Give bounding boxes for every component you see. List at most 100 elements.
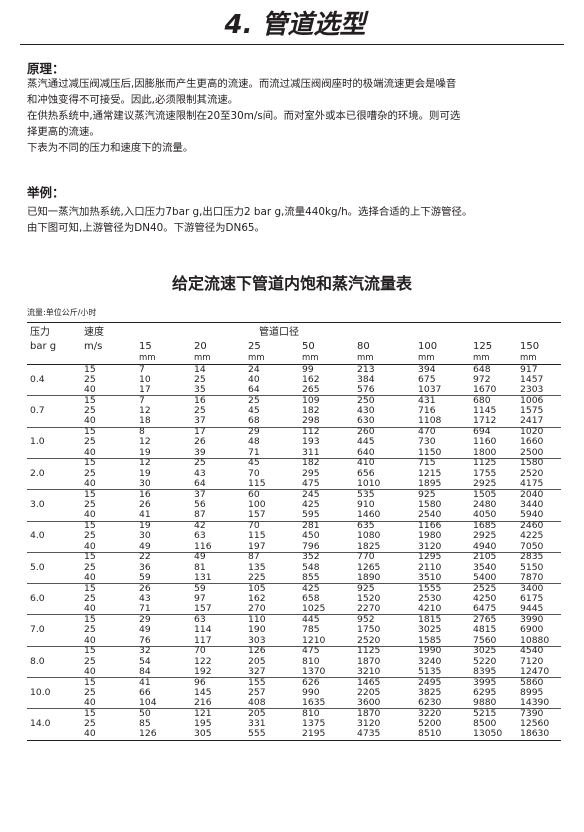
flow-value: 1555 (418, 582, 442, 594)
flow-value: 3120 (418, 540, 442, 552)
velocity-value: 40 (84, 571, 96, 583)
flow-value: 25 (194, 457, 206, 469)
flow-value: 3025 (418, 624, 442, 636)
example-line: 已知一蒸汽加热系统,入口压力7bar g,出口压力2 bar g,流量440kg… (27, 206, 473, 218)
flow-value: 1125 (357, 645, 381, 657)
pipe-size-125: 125 (473, 341, 493, 352)
flow-value: 25 (194, 405, 206, 417)
flow-value: 12470 (520, 665, 550, 677)
flow-value: 145 (194, 686, 212, 698)
pressure-value: 6.0 (30, 592, 45, 604)
flow-value: 26 (194, 436, 206, 448)
flow-value: 37 (194, 488, 206, 500)
pressure-value: 0.4 (30, 373, 45, 385)
flow-value: 43 (194, 467, 206, 479)
flow-value: 2105 (473, 551, 497, 563)
flow-value: 8500 (473, 718, 497, 730)
table-rule (27, 677, 561, 678)
principle-heading: 原理： (27, 61, 65, 76)
flow-value: 37 (194, 415, 206, 427)
flow-value: 63 (194, 530, 206, 542)
flow-value: 680 (473, 394, 491, 406)
table-rule (27, 583, 561, 584)
flow-value: 68 (248, 415, 260, 427)
flow-value: 126 (139, 728, 157, 740)
flow-value: 70 (248, 520, 260, 531)
flow-value: 917 (520, 363, 538, 375)
flow-value: 431 (418, 394, 436, 406)
flow-value: 1265 (357, 561, 381, 573)
velocity-value: 25 (84, 561, 96, 573)
flow-value: 2925 (473, 478, 497, 489)
flow-value: 730 (418, 436, 436, 448)
flow-value: 19 (139, 467, 151, 479)
flow-value: 17 (139, 384, 151, 396)
velocity-value: 15 (84, 457, 96, 469)
flow-value: 64 (194, 478, 206, 489)
flow-value: 4815 (473, 624, 497, 636)
flow-value: 71 (139, 603, 151, 615)
velocity-value: 40 (84, 697, 96, 709)
flow-value: 4250 (473, 592, 497, 604)
velocity-value: 25 (84, 405, 96, 417)
flow-value: 19 (139, 446, 151, 458)
principle-line: 蒸汽通过减压阀减压后,因膨胀而产生更高的流速。而流过减压阀阀座时的极端流速更会是… (27, 78, 457, 90)
pipe-size-unit: mm (418, 353, 435, 363)
flow-value: 265 (302, 384, 320, 396)
table-rule (27, 322, 561, 323)
flow-value: 135 (248, 561, 266, 573)
flow-value: 2520 (520, 467, 544, 479)
pressure-value: 2.0 (30, 467, 45, 479)
unit-note: 流量:单位公斤/小时 (27, 308, 97, 317)
flow-value: 925 (418, 488, 436, 500)
flow-value: 1457 (520, 373, 544, 385)
flow-value: 1580 (520, 457, 544, 469)
flow-value: 270 (248, 603, 266, 615)
table-rule (27, 489, 561, 490)
flow-value: 990 (302, 686, 320, 698)
flow-value: 445 (302, 613, 320, 625)
flow-value: 54 (139, 655, 151, 667)
flow-value: 311 (302, 446, 320, 458)
flow-value: 59 (194, 582, 206, 594)
flow-value: 1635 (302, 697, 326, 709)
velocity-value: 15 (84, 707, 96, 719)
pipe-size-unit: mm (520, 353, 537, 363)
flow-value: 157 (194, 603, 212, 615)
principle-line: 下表为不同的压力和速度下的流量。 (27, 142, 194, 154)
flow-value: 43 (139, 592, 151, 604)
velocity-value: 25 (84, 436, 96, 448)
pressure-unit: bar g (30, 341, 57, 352)
flow-value: 3510 (418, 571, 442, 583)
flow-value: 105 (248, 582, 266, 594)
flow-value: 115 (248, 530, 266, 542)
flow-value: 1006 (520, 394, 544, 406)
flow-value: 87 (194, 509, 206, 521)
flow-value: 25 (194, 373, 206, 385)
flow-value: 16 (139, 488, 151, 500)
flow-value: 694 (473, 426, 491, 438)
flow-value: 99 (302, 363, 314, 375)
flow-value: 430 (357, 405, 375, 417)
flow-value: 4050 (473, 509, 497, 521)
pressure-value: 4.0 (30, 530, 45, 542)
flow-value: 60 (248, 488, 260, 500)
flow-value: 40 (248, 373, 260, 385)
flow-value: 3210 (357, 665, 381, 677)
flow-value: 4210 (418, 603, 442, 615)
flow-value: 1020 (520, 426, 544, 438)
flow-value: 305 (194, 728, 212, 740)
flow-value: 384 (357, 373, 375, 385)
flow-value: 3600 (357, 697, 381, 709)
flow-value: 182 (302, 457, 320, 469)
flow-value: 30 (139, 478, 151, 489)
flow-value: 2925 (473, 530, 497, 542)
flow-value: 45 (248, 457, 260, 469)
pressure-value: 5.0 (30, 561, 45, 573)
flow-value: 9880 (473, 697, 497, 709)
flow-value: 193 (302, 436, 320, 448)
pipe-size-15: 15 (139, 341, 152, 352)
flow-value: 3825 (418, 686, 442, 698)
pipe-size-80: 80 (357, 341, 370, 352)
flow-value: 56 (194, 499, 206, 510)
